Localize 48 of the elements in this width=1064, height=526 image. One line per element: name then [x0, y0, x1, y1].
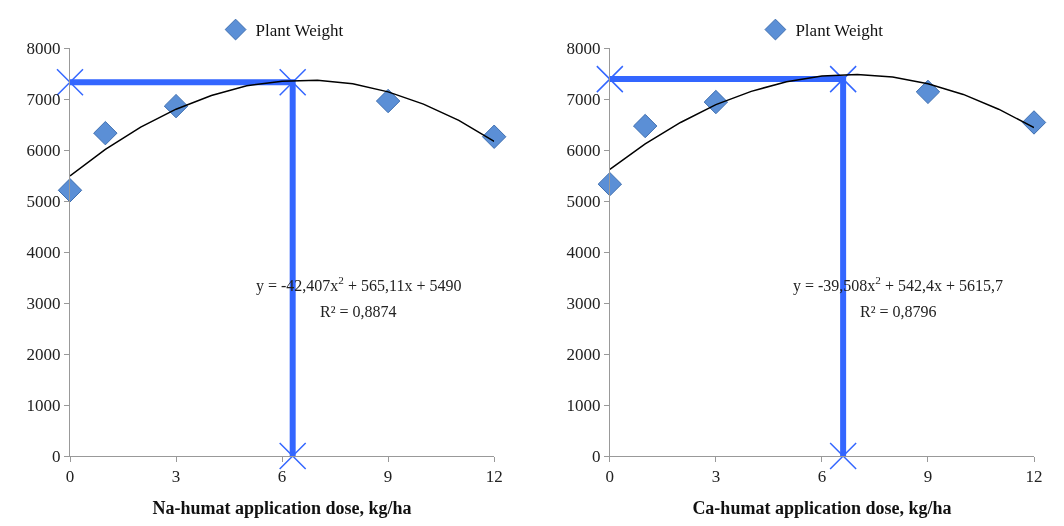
y-tick-label: 7000 [26, 89, 61, 109]
point [829, 65, 857, 93]
annotation: R² = 0,8874 [320, 303, 397, 320]
x-tick-label: 0 [605, 467, 615, 487]
point [597, 171, 623, 197]
x-tick-label: 3 [711, 467, 721, 487]
y-tick-label: 1000 [26, 395, 61, 415]
y-tick-label: 6000 [566, 140, 601, 160]
y-tick-label: 6000 [26, 140, 61, 160]
y-tick-label: 5000 [26, 191, 61, 211]
y-tick-label: 8000 [566, 38, 601, 58]
annotation: R² = 0,8796 [860, 303, 937, 320]
y-tick-label: 8000 [26, 38, 61, 58]
point [829, 442, 857, 470]
y-tick-label: 7000 [566, 89, 601, 109]
legend-label: Plant Weight [255, 21, 344, 41]
point [481, 124, 507, 149]
point [278, 68, 307, 96]
x-tick-label: 12 [485, 467, 503, 487]
point [56, 68, 84, 96]
point [278, 442, 307, 470]
x-tick-label: 0 [65, 467, 75, 487]
y-tick-label: 0 [52, 446, 61, 466]
x-axis-title: Na-humat application dose, kg/ha [152, 497, 412, 518]
x-axis-title: Ca-humat application dose, kg/ha [692, 497, 952, 518]
x-tick-label: 9 [923, 467, 933, 487]
point [1021, 110, 1047, 135]
x-tick-label: 12 [1025, 467, 1043, 487]
point [93, 120, 118, 146]
x-tick-label: 9 [383, 467, 393, 487]
x-tick-label: 3 [171, 467, 181, 487]
legend-label: Plant Weight [795, 21, 884, 41]
y-tick-label: 1000 [566, 395, 601, 415]
y-tick-label: 3000 [566, 293, 601, 313]
y-tick-label: 2000 [26, 344, 61, 364]
y-tick-label: 5000 [566, 191, 601, 211]
point [163, 93, 189, 119]
x-tick-label: 6 [817, 467, 827, 487]
y-tick-label: 4000 [566, 242, 601, 262]
point [915, 79, 941, 105]
y-tick-label: 2000 [566, 344, 601, 364]
x-tick-label: 6 [277, 467, 287, 487]
point [632, 113, 658, 139]
point [596, 65, 624, 93]
y-tick-label: 3000 [26, 293, 61, 313]
y-tick-label: 4000 [26, 242, 61, 262]
point [375, 88, 401, 114]
y-tick-label: 0 [591, 446, 601, 466]
